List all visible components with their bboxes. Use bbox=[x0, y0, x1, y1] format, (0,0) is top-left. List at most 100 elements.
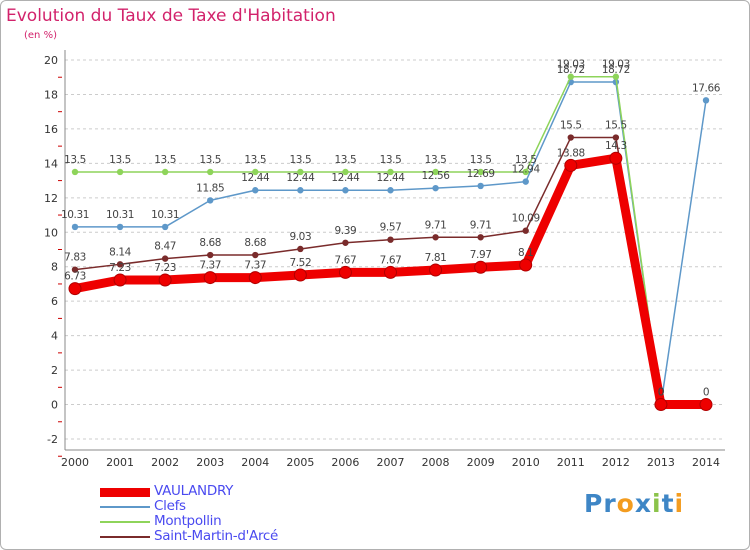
data-label: 19.03 bbox=[557, 59, 585, 71]
logo-letter: x bbox=[634, 489, 652, 518]
data-labels: 6.73 7.23 7.23 7.37 7.37 7.52 7.67 7.67 7.81 7.97… bbox=[64, 140, 709, 398]
data-label: 7.37 bbox=[244, 260, 266, 272]
data-label: 12.44 bbox=[241, 172, 270, 184]
data-point bbox=[342, 168, 349, 176]
data-point bbox=[116, 223, 124, 231]
x-tick-label: 2000 bbox=[61, 456, 89, 469]
data-label: 0 bbox=[658, 387, 664, 399]
axes: -2 0 2 4 6 8 10 12 14 16 18 20 2000 2001 2002 2003 2004 2… bbox=[44, 50, 725, 469]
legend-swatch bbox=[100, 536, 150, 538]
data-label: 18.72 bbox=[557, 64, 585, 76]
data-label: 13.88 bbox=[557, 147, 585, 159]
data-point bbox=[432, 184, 439, 192]
logo-letter: Pr bbox=[584, 489, 617, 518]
data-label: 6.73 bbox=[64, 271, 86, 283]
legend-label: Montpollin bbox=[154, 513, 222, 529]
legend-label: Clefs bbox=[154, 498, 186, 514]
x-tick-label: 2003 bbox=[196, 456, 224, 469]
data-label: 13.5 bbox=[64, 154, 86, 166]
data-point bbox=[297, 245, 304, 253]
data-point bbox=[612, 134, 620, 141]
data-point bbox=[252, 187, 259, 194]
data-point bbox=[161, 255, 169, 262]
y-tick-label: 10 bbox=[44, 226, 58, 239]
data-label: 12.44 bbox=[331, 172, 360, 184]
data-point bbox=[252, 168, 259, 176]
data-point bbox=[71, 223, 79, 231]
x-tick-label: 2006 bbox=[331, 456, 359, 469]
data-point bbox=[387, 187, 394, 194]
data-label: 8.1 bbox=[518, 247, 534, 259]
data-point bbox=[432, 234, 439, 241]
data-point bbox=[116, 168, 124, 176]
data-label: 0 bbox=[658, 387, 664, 399]
data-point bbox=[161, 223, 169, 231]
x-tick-label: 2011 bbox=[557, 456, 585, 469]
proxiti-logo: Proxiti bbox=[584, 489, 684, 518]
data-label: 15.5 bbox=[605, 120, 627, 132]
data-label: 17.66 bbox=[692, 82, 721, 94]
logo-letter: t bbox=[661, 489, 675, 518]
data-point bbox=[702, 97, 710, 104]
y-tick-label: 4 bbox=[51, 330, 58, 343]
data-label: 12.94 bbox=[512, 164, 541, 176]
data-label: 0 bbox=[658, 387, 664, 399]
data-point bbox=[297, 187, 304, 194]
data-point bbox=[342, 187, 349, 194]
y-tick-label: 12 bbox=[44, 192, 58, 205]
data-point bbox=[71, 266, 79, 273]
data-label: 14.3 bbox=[605, 140, 627, 152]
data-point bbox=[564, 158, 578, 172]
x-tick-label: 2005 bbox=[286, 456, 314, 469]
series-saint-martin-d-arc- bbox=[71, 134, 665, 408]
chart-unit: (en %) bbox=[24, 30, 57, 41]
y-tick-label: 18 bbox=[44, 88, 58, 101]
y-tick-label: 20 bbox=[44, 54, 58, 67]
data-label: 7.83 bbox=[64, 252, 86, 264]
x-tick-label: 2007 bbox=[377, 456, 405, 469]
data-point bbox=[387, 236, 394, 243]
data-label: 0 bbox=[658, 387, 664, 399]
data-label: 18.72 bbox=[602, 64, 630, 76]
data-label: 8.14 bbox=[109, 246, 131, 258]
data-point bbox=[207, 197, 214, 204]
data-label: 8.68 bbox=[244, 237, 266, 249]
data-point bbox=[293, 268, 307, 282]
x-tick-label: 2012 bbox=[602, 456, 630, 469]
data-label: 10.31 bbox=[61, 209, 89, 221]
data-label: 12.69 bbox=[467, 168, 495, 180]
data-label: 7.23 bbox=[154, 262, 176, 274]
data-point bbox=[609, 151, 623, 165]
data-point bbox=[252, 251, 259, 259]
legend-item: Saint-Martin-d'Arcé bbox=[100, 528, 360, 544]
legend-item: VAULANDRY bbox=[100, 483, 360, 499]
y-tick-label: 16 bbox=[44, 123, 58, 136]
legend-item: Clefs bbox=[100, 498, 360, 514]
y-tick-label: 8 bbox=[51, 261, 58, 274]
data-label: 13.5 bbox=[515, 154, 537, 166]
data-label: 12.44 bbox=[286, 172, 315, 184]
data-label: 12.44 bbox=[376, 172, 405, 184]
series-line bbox=[74, 136, 662, 406]
data-label: 9.71 bbox=[470, 219, 492, 231]
data-label: 15.5 bbox=[560, 120, 582, 132]
data-point bbox=[477, 182, 484, 190]
data-point bbox=[207, 251, 214, 259]
data-label: 13.5 bbox=[154, 154, 176, 166]
x-tick-label: 2013 bbox=[647, 456, 675, 469]
data-point bbox=[248, 271, 262, 285]
data-point bbox=[384, 265, 397, 279]
data-label: 10.09 bbox=[512, 213, 540, 225]
legend-label: VAULANDRY bbox=[154, 483, 234, 499]
data-point bbox=[477, 168, 484, 176]
data-point bbox=[429, 263, 443, 277]
data-point bbox=[207, 168, 214, 176]
data-point bbox=[477, 234, 484, 241]
x-tick-label: 2001 bbox=[106, 456, 134, 469]
logo-letter: i bbox=[674, 489, 685, 518]
data-point bbox=[68, 282, 82, 296]
data-label: 7.52 bbox=[289, 257, 311, 269]
x-tick-label: 2010 bbox=[512, 456, 540, 469]
x-tick-label: 2009 bbox=[467, 456, 495, 469]
legend-swatch bbox=[100, 521, 150, 523]
